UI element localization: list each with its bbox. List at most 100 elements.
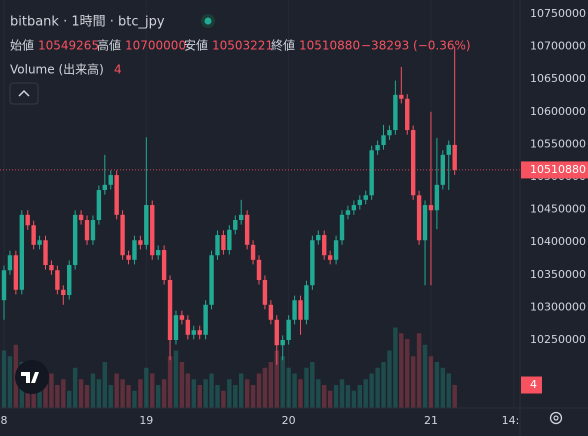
volume-bar [280,356,285,408]
candle-body [268,304,274,320]
volume-bar [375,367,380,408]
y-tick-label: 10300000 [530,300,586,313]
candle-body [452,144,457,170]
candle-body [61,289,66,296]
volume-bar [304,367,309,408]
candle-body [126,255,131,260]
candle-body [428,205,434,211]
candle-body [399,94,404,99]
candle-body [150,205,155,256]
volume-bar [209,373,214,408]
volume-bar [155,385,161,408]
candle-body [31,225,36,245]
candle-body [244,214,250,245]
candle-body [357,199,362,206]
candle-body [351,205,357,211]
ohlc-label: 終値 [271,38,295,53]
volume-bar [428,356,434,408]
candle-body [179,315,185,320]
volume-bar [440,367,446,408]
volume-bar [67,390,72,408]
candle-body [197,330,202,335]
candle-body [233,220,238,230]
volume-bar [203,379,208,408]
volume-bar [132,390,137,408]
candle-body [138,240,143,245]
candle-body [221,235,226,251]
collapse-button[interactable] [9,82,39,105]
price-badge-label: 10510880 [530,163,586,176]
candle-body [239,214,244,221]
volume-bar [434,362,440,408]
candle-body [72,214,78,266]
candle-body [120,214,125,256]
settings-icon[interactable] [549,411,563,425]
candle-body [327,255,333,260]
volume-bar [191,379,196,408]
volume-bar [250,385,256,408]
volume-bar [274,350,279,408]
volume-bar [262,367,268,408]
volume-bar [173,350,179,408]
volume-bar [410,356,416,408]
candle-body [434,184,440,211]
candle-body [298,300,303,320]
candle-body [67,265,72,296]
candle-body [191,330,196,335]
volume-bar [126,385,131,408]
candle-body [416,195,422,241]
settings-icon-center [553,415,559,421]
ohlc-label: 安値 [184,38,208,53]
y-tick-label: 10750000 [530,7,586,20]
volume-bar [393,327,398,408]
candle-body [209,255,214,305]
price-badge [521,161,588,179]
volume-bar [72,367,78,408]
candle-body [322,235,327,256]
volume-bar [292,373,297,408]
candle-body [363,195,368,200]
ohlc-value: 10503221 [212,39,273,53]
volume-bar [102,362,108,408]
candle-body [280,340,285,346]
candle-body [13,255,19,290]
candle-body [422,205,428,241]
candle-body [96,190,102,221]
x-tick-label: 20 [282,414,296,427]
volume-bar [221,390,226,408]
y-tick-label: 10600000 [530,105,586,118]
candle-body [292,300,297,320]
tv-logo-mark [21,372,39,383]
candle-body [345,210,351,215]
volume-bar [90,373,96,408]
x-axis: 8 19 20 21 14:0 [1,414,521,427]
volume-bar [49,373,54,408]
volume-bar [108,385,113,408]
ohlc-value: 10549265 [38,39,99,53]
ohlc-value: 10700000 [125,39,186,53]
volume-bar [399,333,404,408]
candle-body [250,244,256,260]
candle-body [440,154,446,185]
status-dot [204,17,212,25]
volume-badge-label: 4 [530,378,537,391]
candle-body [446,144,451,155]
volume-bar [61,379,66,408]
volume-bar [327,390,333,408]
volume-bar [197,385,202,408]
ohlc-label: 始値 [10,38,34,53]
candle-body [167,280,173,340]
candle-body [37,240,42,245]
candle-body [256,259,262,281]
candle-body [1,270,7,301]
change-value: −38293 (−0.36%) [361,39,471,53]
y-tick-label: 10400000 [530,235,586,248]
candle-body [132,240,137,260]
volume-bar [179,362,185,408]
volume-bar [339,379,345,408]
tv-logo[interactable] [15,360,49,394]
y-tick-label: 10700000 [530,40,586,53]
volume-bar [244,379,250,408]
volume-bar [43,379,48,408]
candle-body [161,250,167,281]
